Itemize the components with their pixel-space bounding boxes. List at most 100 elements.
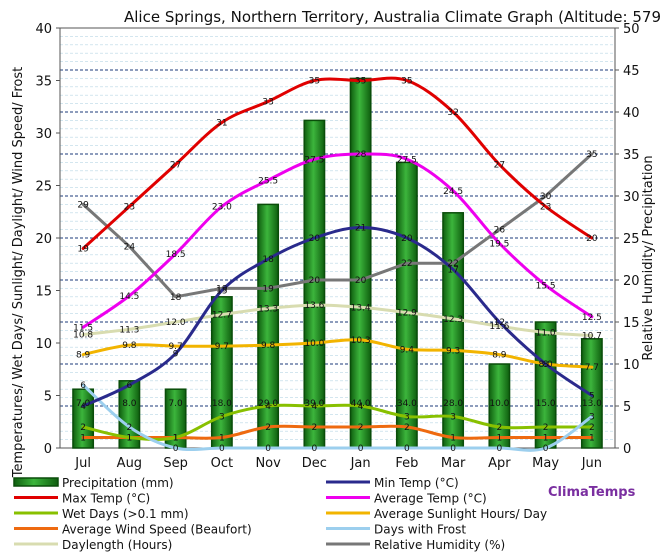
data-label-daylen-nov: 13.3 [258, 304, 278, 314]
data-label-max-oct: 31 [216, 119, 227, 129]
data-label-frost-feb: 0 [404, 444, 410, 454]
data-label-min-jun: 5 [589, 392, 595, 402]
data-label-min-dec: 20 [309, 234, 321, 244]
right-tick-label: 45 [623, 64, 640, 79]
x-tick-label-dec: Dec [302, 456, 327, 471]
data-label-wet-may: 2 [543, 423, 549, 433]
data-label-daylen-mar: 12.3 [443, 315, 463, 325]
data-labels: 7.0 8.0 7.0 18.0 29.0 39.0 44.0 34.0 28.0 10.0 15.… [73, 77, 602, 455]
data-label-wet-apr: 2 [497, 423, 503, 433]
data-label-precip-jul: 7.0 [76, 399, 91, 409]
series-line-frost [81, 383, 594, 452]
data-label-wet-feb: 3 [404, 413, 410, 423]
data-label-precip-jun: 13.0 [582, 399, 602, 409]
left-tick-label: 40 [35, 22, 52, 37]
series-line-max [81, 76, 594, 250]
data-label-wet-jan: 4 [358, 402, 364, 412]
x-tick-label-mar: Mar [441, 456, 466, 471]
x-tick-label-nov: Nov [255, 456, 281, 471]
data-label-min-may: 8 [543, 360, 549, 370]
data-label-wet-mar: 3 [450, 413, 456, 423]
data-label-frost-apr: 0 [497, 444, 503, 454]
data-label-sun-nov: 9.8 [261, 341, 276, 351]
data-label-wind-oct: 1 [219, 434, 225, 444]
data-label-daylen-sep: 12.0 [166, 318, 186, 328]
data-label-avg-feb: 27.5 [397, 155, 417, 165]
data-label-precip-dec: 39.0 [304, 399, 324, 409]
data-label-precip-feb: 34.0 [397, 399, 417, 409]
data-label-avg-oct: 23.0 [212, 203, 232, 213]
left-axis-ticks: 0 5 10 15 20 25 30 35 40 [35, 22, 60, 457]
data-label-wet-oct: 3 [219, 413, 225, 423]
data-label-max-sep: 27 [170, 161, 181, 171]
data-label-wet-nov: 4 [265, 402, 271, 412]
data-label-humid-dec: 20 [309, 276, 321, 286]
data-label-sun-sep: 9.7 [168, 342, 182, 352]
data-label-frost-dec: 0 [312, 444, 318, 454]
data-label-sun-aug: 9.8 [122, 341, 137, 351]
legend: Precipitation (mm) Min Temp (°C) Max Temp … [13, 476, 547, 552]
legend-label-sun: Average Sunlight Hours/ Day [374, 507, 547, 521]
data-label-wind-jun: 1 [589, 434, 595, 444]
data-label-max-aug: 23 [124, 203, 135, 213]
data-label-max-nov: 33 [262, 98, 273, 108]
data-label-humid-apr: 26 [494, 226, 506, 236]
data-label-frost-may: 0 [543, 444, 549, 454]
data-label-daylen-jun: 10.7 [582, 332, 602, 342]
data-label-wet-aug: 1 [127, 434, 133, 444]
x-tick-label-apr: Apr [488, 456, 511, 471]
x-tick-label-jul: Jul [74, 456, 91, 471]
x-tick-label-aug: Aug [117, 456, 142, 471]
data-label-avg-jul: 11.5 [73, 323, 93, 333]
data-label-humid-mar: 22 [447, 259, 458, 269]
data-label-max-jan: 35 [355, 77, 366, 87]
legend-label-min: Min Temp (°C) [374, 476, 459, 490]
right-tick-label: 0 [623, 442, 631, 457]
data-label-wind-sep: 1 [173, 434, 179, 444]
data-label-min-jan: 21 [355, 224, 366, 234]
data-label-sun-jul: 8.9 [76, 351, 91, 361]
data-label-min-aug: 6 [127, 381, 133, 391]
left-tick-label: 10 [35, 337, 52, 352]
right-tick-label: 30 [623, 190, 640, 205]
data-label-avg-jan: 28 [355, 150, 367, 160]
data-label-precip-nov: 29.0 [258, 399, 278, 409]
precipitation-bar-jan [349, 77, 372, 449]
data-label-precip-apr: 10.0 [489, 399, 509, 409]
data-label-wind-may: 1 [543, 434, 549, 444]
data-label-daylen-oct: 12.7 [212, 311, 232, 321]
data-label-max-apr: 27 [494, 161, 505, 171]
data-label-sun-jan: 10.3 [351, 336, 371, 346]
data-label-wind-feb: 2 [404, 423, 410, 433]
data-label-sun-feb: 9.4 [400, 345, 415, 355]
data-label-max-feb: 35 [401, 77, 412, 87]
data-label-min-mar: 17 [447, 266, 458, 276]
data-label-max-may: 23 [540, 203, 551, 213]
legend-label-precip: Precipitation (mm) [62, 476, 174, 490]
legend-swatch-precip [13, 477, 59, 487]
data-label-humid-may: 30 [540, 192, 552, 202]
data-label-wind-apr: 1 [497, 434, 503, 444]
data-label-frost-jul: 6 [80, 381, 86, 391]
data-label-min-nov: 18 [262, 255, 274, 265]
data-label-precip-oct: 18.0 [212, 399, 232, 409]
right-tick-label: 5 [623, 400, 631, 415]
legend-label-wet: Wet Days (>0.1 mm) [62, 507, 189, 521]
data-label-min-apr: 12 [494, 318, 505, 328]
series-line-sun [81, 338, 594, 369]
brand-label: ClimaTemps [548, 485, 636, 500]
data-label-min-oct: 15 [216, 287, 227, 297]
right-axis-ticks: 0 5 10 15 20 25 30 35 40 45 50 [615, 22, 640, 457]
left-tick-label: 5 [44, 390, 52, 405]
data-label-avg-dec: 27.5 [304, 155, 324, 165]
series-line-humid [81, 152, 594, 299]
data-label-daylen-may: 11.0 [536, 329, 556, 339]
data-label-frost-nov: 0 [265, 444, 271, 454]
series-line-wet [81, 403, 594, 441]
data-label-daylen-jan: 13.4 [351, 303, 371, 313]
x-tick-label-oct: Oct [211, 456, 233, 471]
data-label-humid-jul: 29 [77, 200, 89, 210]
data-label-precip-mar: 28.0 [443, 399, 463, 409]
legend-label-daylen: Daylength (Hours) [62, 538, 172, 552]
